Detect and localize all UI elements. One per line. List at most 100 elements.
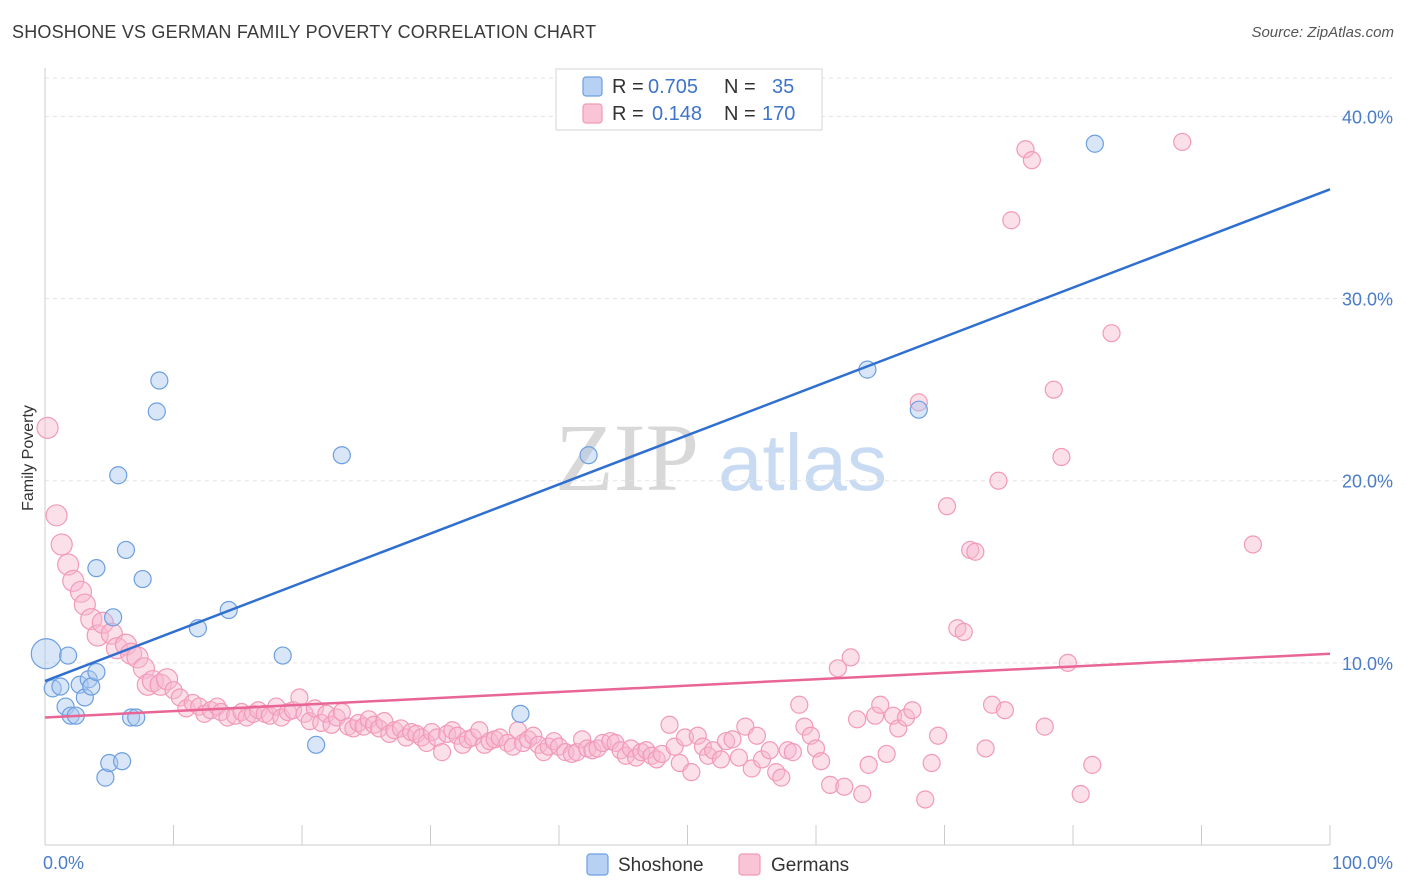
germans-point-110 [660, 715, 679, 734]
legend-n-label-shoshone: N = [724, 76, 756, 98]
germans-point-111 [665, 737, 684, 756]
germans-point-2 [50, 533, 73, 556]
germans-point-81 [503, 737, 522, 756]
germans-point-121 [723, 730, 742, 749]
germans-point-88 [539, 737, 558, 756]
germans-point-1 [45, 504, 68, 527]
germans-point-115 [688, 726, 707, 745]
germans-point-146 [877, 744, 896, 764]
shoshone-point-18 [116, 540, 136, 560]
germans-point-70 [443, 721, 462, 740]
shoshone-point-12 [87, 559, 106, 578]
germans-point-129 [772, 768, 791, 787]
germans-point-152 [916, 790, 935, 809]
shoshone-point-11 [87, 662, 106, 682]
shoshone-point-4 [59, 646, 78, 665]
germans-point-153 [922, 753, 941, 773]
germans-point-128 [767, 763, 786, 782]
shoshone-point-2 [51, 677, 70, 696]
shoshone-point-8 [75, 688, 94, 707]
bottom-legend-label-germans: Germans [771, 855, 849, 876]
chart-title: SHOSHONE VS GERMAN FAMILY POVERTY CORREL… [12, 22, 597, 42]
germans-point-122 [729, 748, 749, 767]
germans-point-4 [62, 569, 85, 592]
germans-point-170 [1058, 653, 1077, 672]
germans-point-120 [716, 732, 736, 751]
germans-point-66 [422, 722, 441, 742]
shoshone-point-30 [579, 446, 598, 465]
watermark-atlas: atlas [718, 418, 887, 507]
shoshone-point-16 [109, 466, 128, 485]
axes [44, 68, 1331, 846]
germans-point-118 [704, 741, 723, 760]
bottom-legend-swatch-shoshone [586, 853, 609, 876]
data-points [30, 132, 1263, 809]
germans-point-20 [164, 681, 183, 700]
legend-swatch-germans [582, 103, 603, 124]
germans-point-173 [1102, 324, 1121, 343]
germans-point-137 [821, 775, 840, 794]
legend-bottom: Shoshone Germans [586, 853, 849, 876]
germans-point-143 [859, 755, 878, 774]
germans-point-136 [812, 752, 831, 771]
y-tick-label-10: 10.0% [1342, 654, 1393, 674]
shoshone-point-9 [79, 670, 98, 689]
germans-point-174 [1173, 132, 1192, 152]
germans-point-169 [1052, 447, 1071, 467]
germans-point-150 [903, 701, 922, 720]
germans-point-125 [747, 726, 766, 745]
germans-point-116 [693, 737, 713, 756]
germans-point-160 [976, 739, 995, 758]
shoshone-point-29 [511, 704, 530, 723]
y-tick-label-30: 30.0% [1342, 290, 1393, 310]
shoshone-point-32 [909, 400, 928, 419]
y-axis-label: Family Poverty [20, 405, 37, 511]
germans-point-68 [432, 743, 452, 762]
germans-point-140 [841, 648, 860, 667]
germans-point-3 [57, 553, 80, 576]
germans-point-127 [760, 741, 779, 760]
germans-point-72 [453, 735, 472, 754]
germans-point-155 [937, 497, 957, 516]
y-tick-label-20: 20.0% [1342, 472, 1393, 492]
germans-point-166 [1022, 151, 1041, 170]
germans-point-108 [647, 750, 666, 769]
germans-point-5 [69, 580, 93, 603]
shoshone-point-15 [104, 608, 123, 627]
bottom-legend-label-shoshone: Shoshone [618, 855, 704, 876]
germans-point-104 [626, 748, 646, 767]
germans-point-89 [544, 732, 563, 751]
shoshone-point-13 [96, 768, 115, 787]
germans-point-171 [1071, 784, 1090, 804]
shoshone-point-23 [150, 371, 169, 390]
germans-point-167 [1035, 717, 1054, 736]
legend-swatch-shoshone [582, 76, 603, 97]
germans-point-159 [966, 542, 985, 561]
germans-point-61 [396, 728, 416, 747]
germans-point-114 [682, 763, 701, 782]
germans-point-46 [317, 704, 336, 723]
germans-point-175 [1243, 535, 1263, 554]
germans-point-149 [896, 708, 916, 727]
germans-point-151 [909, 393, 928, 412]
germans-point-133 [795, 717, 814, 736]
shoshone-trend-line [44, 188, 1331, 683]
germans-point-131 [783, 743, 802, 762]
germans-point-103 [621, 739, 641, 758]
shoshone-point-0 [30, 638, 62, 670]
legend-r-label-germans: R = [612, 103, 644, 125]
germans-point-141 [848, 710, 867, 729]
legend-top: R = 0.705 N = 35 R = 0.148 N = 170 [555, 68, 823, 131]
germans-point-13 [119, 642, 143, 665]
germans-point-85 [524, 726, 543, 745]
germans-point-168 [1044, 380, 1063, 399]
germans-point-163 [995, 701, 1014, 720]
y-tick-label-40: 40.0% [1342, 107, 1393, 127]
germans-point-142 [853, 784, 872, 804]
germans-point-164 [1002, 211, 1021, 230]
shoshone-point-26 [273, 646, 292, 665]
shoshone-point-27 [307, 735, 326, 754]
shoshone-point-21 [133, 569, 152, 589]
shoshone-point-33 [1085, 134, 1104, 153]
